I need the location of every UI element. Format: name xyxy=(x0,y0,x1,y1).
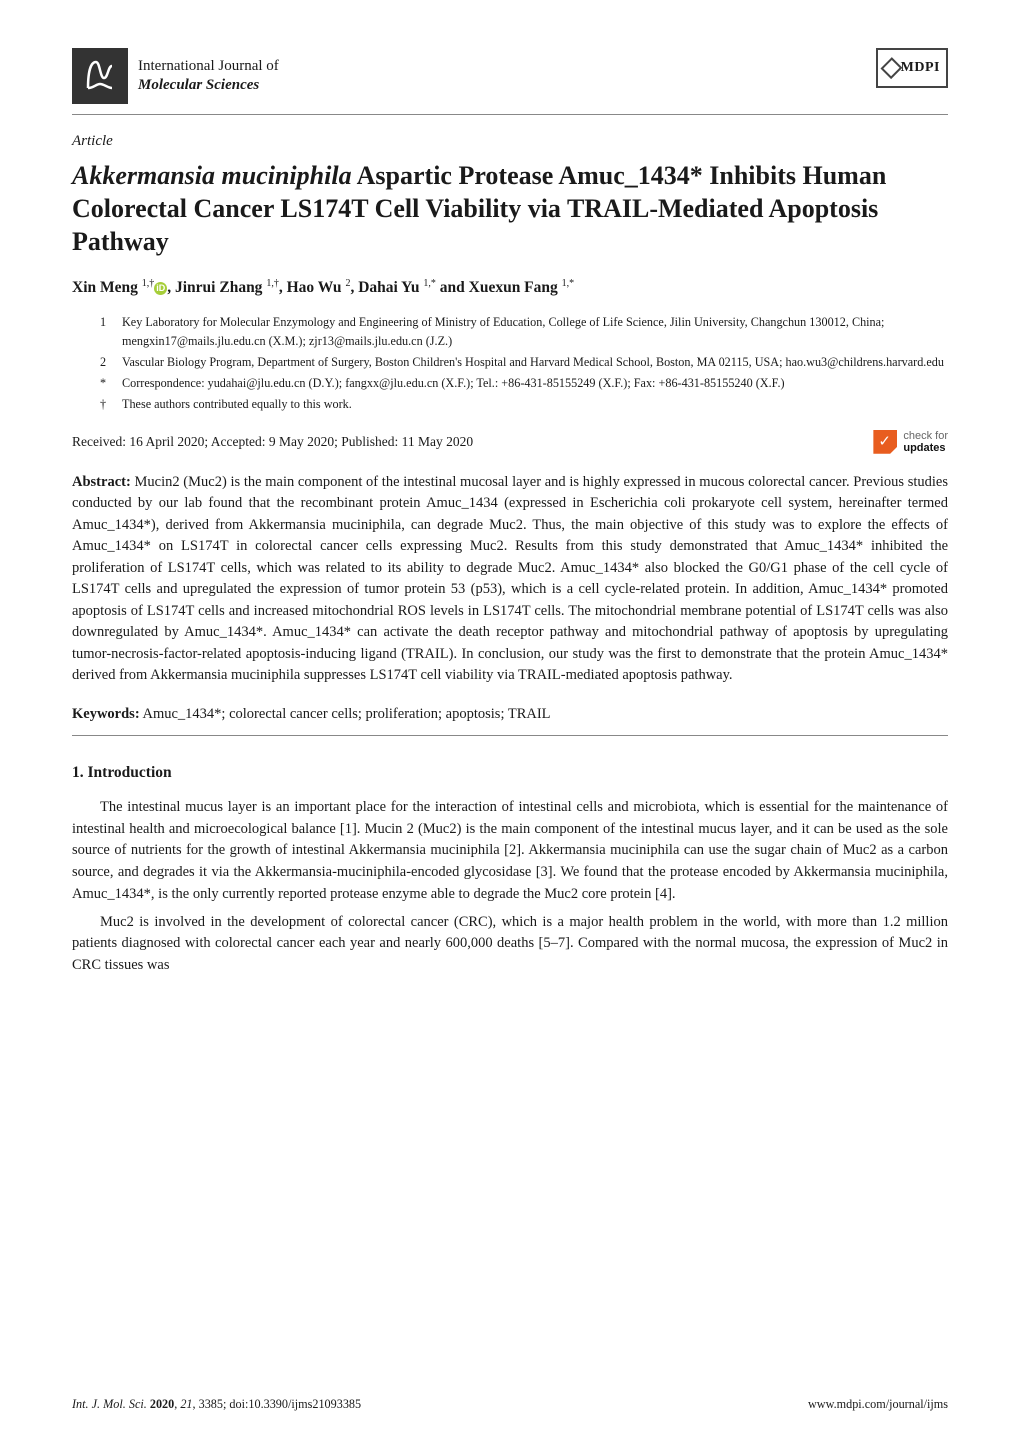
affiliations: 1 Key Laboratory for Molecular Enzymolog… xyxy=(100,313,948,414)
keywords-text: Amuc_1434*; colorectal cancer cells; pro… xyxy=(143,706,551,722)
check-updates-icon xyxy=(873,430,897,454)
journal-title-line1: International Journal of xyxy=(138,57,279,76)
journal-title-line2: Molecular Sciences xyxy=(138,76,279,95)
authors-line: Xin Meng 1,†iD, Jinrui Zhang 1,†, Hao Wu… xyxy=(72,277,948,300)
author: Xin Meng 1,†iD xyxy=(72,279,167,296)
affiliation-marker: * xyxy=(100,374,112,393)
affiliation-row: 2 Vascular Biology Program, Department o… xyxy=(100,353,948,372)
affiliation-row: * Correspondence: yudahai@jlu.edu.cn (D.… xyxy=(100,374,948,393)
article-title: Akkermansia muciniphila Aspartic Proteas… xyxy=(72,159,948,259)
dates-row: Received: 16 April 2020; Accepted: 9 May… xyxy=(72,430,948,454)
page-header: International Journal of Molecular Scien… xyxy=(72,48,948,104)
keywords-label: Keywords: xyxy=(72,706,140,722)
affiliation-text: Key Laboratory for Molecular Enzymology … xyxy=(122,313,948,351)
section-heading: 1. Introduction xyxy=(72,762,948,784)
abstract-label: Abstract: xyxy=(72,474,131,490)
journal-block: International Journal of Molecular Scien… xyxy=(72,48,279,104)
affiliation-marker: 2 xyxy=(100,353,112,372)
affiliation-text: Correspondence: yudahai@jlu.edu.cn (D.Y.… xyxy=(122,374,785,393)
header-divider xyxy=(72,114,948,115)
affiliation-row: 1 Key Laboratory for Molecular Enzymolog… xyxy=(100,313,948,351)
page-footer: Int. J. Mol. Sci. 2020, 21, 3385; doi:10… xyxy=(72,1396,948,1414)
body-paragraph: The intestinal mucus layer is an importa… xyxy=(72,797,948,906)
abstract-text: Mucin2 (Muc2) is the main component of t… xyxy=(72,474,948,683)
journal-title: International Journal of Molecular Scien… xyxy=(138,57,279,95)
article-type: Article xyxy=(72,131,948,153)
check-for-updates-badge[interactable]: check for updates xyxy=(873,430,948,454)
journal-url[interactable]: www.mdpi.com/journal/ijms xyxy=(808,1396,948,1414)
publication-dates: Received: 16 April 2020; Accepted: 9 May… xyxy=(72,432,473,452)
check-updates-text: check for updates xyxy=(903,430,948,454)
affiliation-marker: † xyxy=(100,395,112,414)
author: Xuexun Fang 1,* xyxy=(469,279,575,296)
author: Jinrui Zhang 1,† xyxy=(175,279,279,296)
journal-logo-icon xyxy=(72,48,128,104)
citation: Int. J. Mol. Sci. 2020, 21, 3385; doi:10… xyxy=(72,1396,361,1414)
body-paragraph: Muc2 is involved in the development of c… xyxy=(72,912,948,977)
orcid-icon: iD xyxy=(154,282,167,295)
publisher-logo: MDPI xyxy=(876,48,948,88)
author: Dahai Yu 1,* xyxy=(358,279,436,296)
mdpi-mark-icon xyxy=(880,57,902,79)
keywords: Keywords: Amuc_1434*; colorectal cancer … xyxy=(72,704,948,725)
abstract: Abstract: Mucin2 (Muc2) is the main comp… xyxy=(72,472,948,687)
affiliation-text: Vascular Biology Program, Department of … xyxy=(122,353,944,372)
abstract-divider xyxy=(72,735,948,736)
publisher-name: MDPI xyxy=(901,58,940,78)
title-italic-species: Akkermansia muciniphila xyxy=(72,161,352,190)
affiliation-text: These authors contributed equally to thi… xyxy=(122,395,352,414)
affiliation-row: † These authors contributed equally to t… xyxy=(100,395,948,414)
author: Hao Wu 2 xyxy=(287,279,351,296)
affiliation-marker: 1 xyxy=(100,313,112,351)
